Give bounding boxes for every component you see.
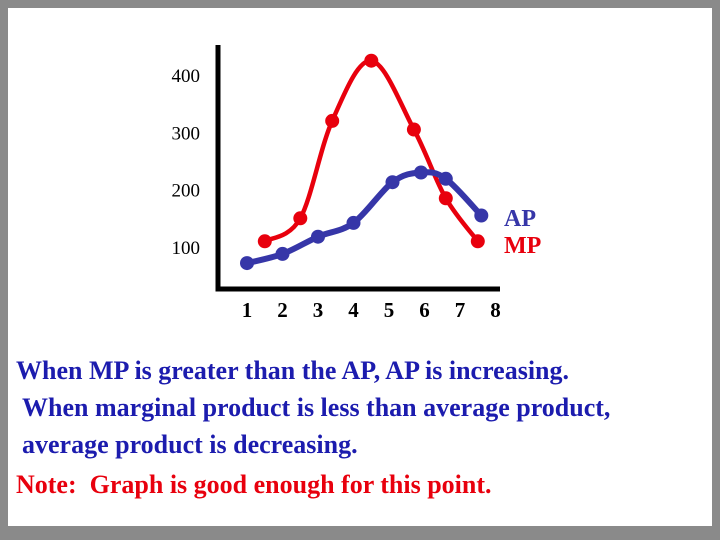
series-ap-point xyxy=(240,256,254,271)
x-tick-label: 5 xyxy=(384,298,395,322)
x-tick-label: 3 xyxy=(313,298,324,322)
legend: AP MP xyxy=(504,206,541,260)
series-ap-point xyxy=(311,229,325,244)
legend-ap-label: AP xyxy=(504,206,536,232)
legend-mp-label: MP xyxy=(504,233,542,259)
chart: 400 300 200 100 1 2 3 4 5 6 7 8 xyxy=(8,8,712,338)
x-tick-label: 6 xyxy=(419,298,430,322)
series-ap-point xyxy=(474,208,489,223)
x-tick-label: 8 xyxy=(490,298,501,322)
caption: When MP is greater than the AP, AP is in… xyxy=(10,352,710,503)
series-mp-point xyxy=(406,122,421,137)
series-ap-point xyxy=(385,175,400,190)
caption-line-2: When marginal product is less than avera… xyxy=(22,393,617,459)
series-mp-point xyxy=(470,234,485,249)
y-tick-label: 300 xyxy=(172,123,201,144)
x-tick-label: 2 xyxy=(277,298,288,322)
y-tick-label: 100 xyxy=(172,238,201,259)
x-tick-label: 4 xyxy=(348,298,359,322)
slide: 400 300 200 100 1 2 3 4 5 6 7 8 AP MP When MP is gr… xyxy=(8,8,712,526)
series-ap-point xyxy=(346,215,361,230)
series-ap-point xyxy=(275,246,290,261)
chart-axes xyxy=(215,45,500,292)
x-tick-label: 1 xyxy=(242,298,253,322)
y-tick-label: 200 xyxy=(172,181,201,202)
series-mp-point xyxy=(325,113,340,128)
chart-svg: 400 300 200 100 1 2 3 4 5 6 7 8 xyxy=(172,45,501,322)
series-mp-point xyxy=(364,53,379,68)
y-tick-label: 400 xyxy=(172,66,201,87)
series-mp-point xyxy=(438,191,453,206)
x-tick-label: 7 xyxy=(455,298,466,322)
caption-line-1: When MP is greater than the AP, AP is in… xyxy=(16,356,570,385)
caption-note: Note: Graph is good enough for this poin… xyxy=(16,470,492,499)
series-ap-point xyxy=(414,165,428,180)
series-ap-point xyxy=(438,171,453,186)
series-mp-point xyxy=(293,211,308,226)
series-mp-point xyxy=(257,234,272,249)
